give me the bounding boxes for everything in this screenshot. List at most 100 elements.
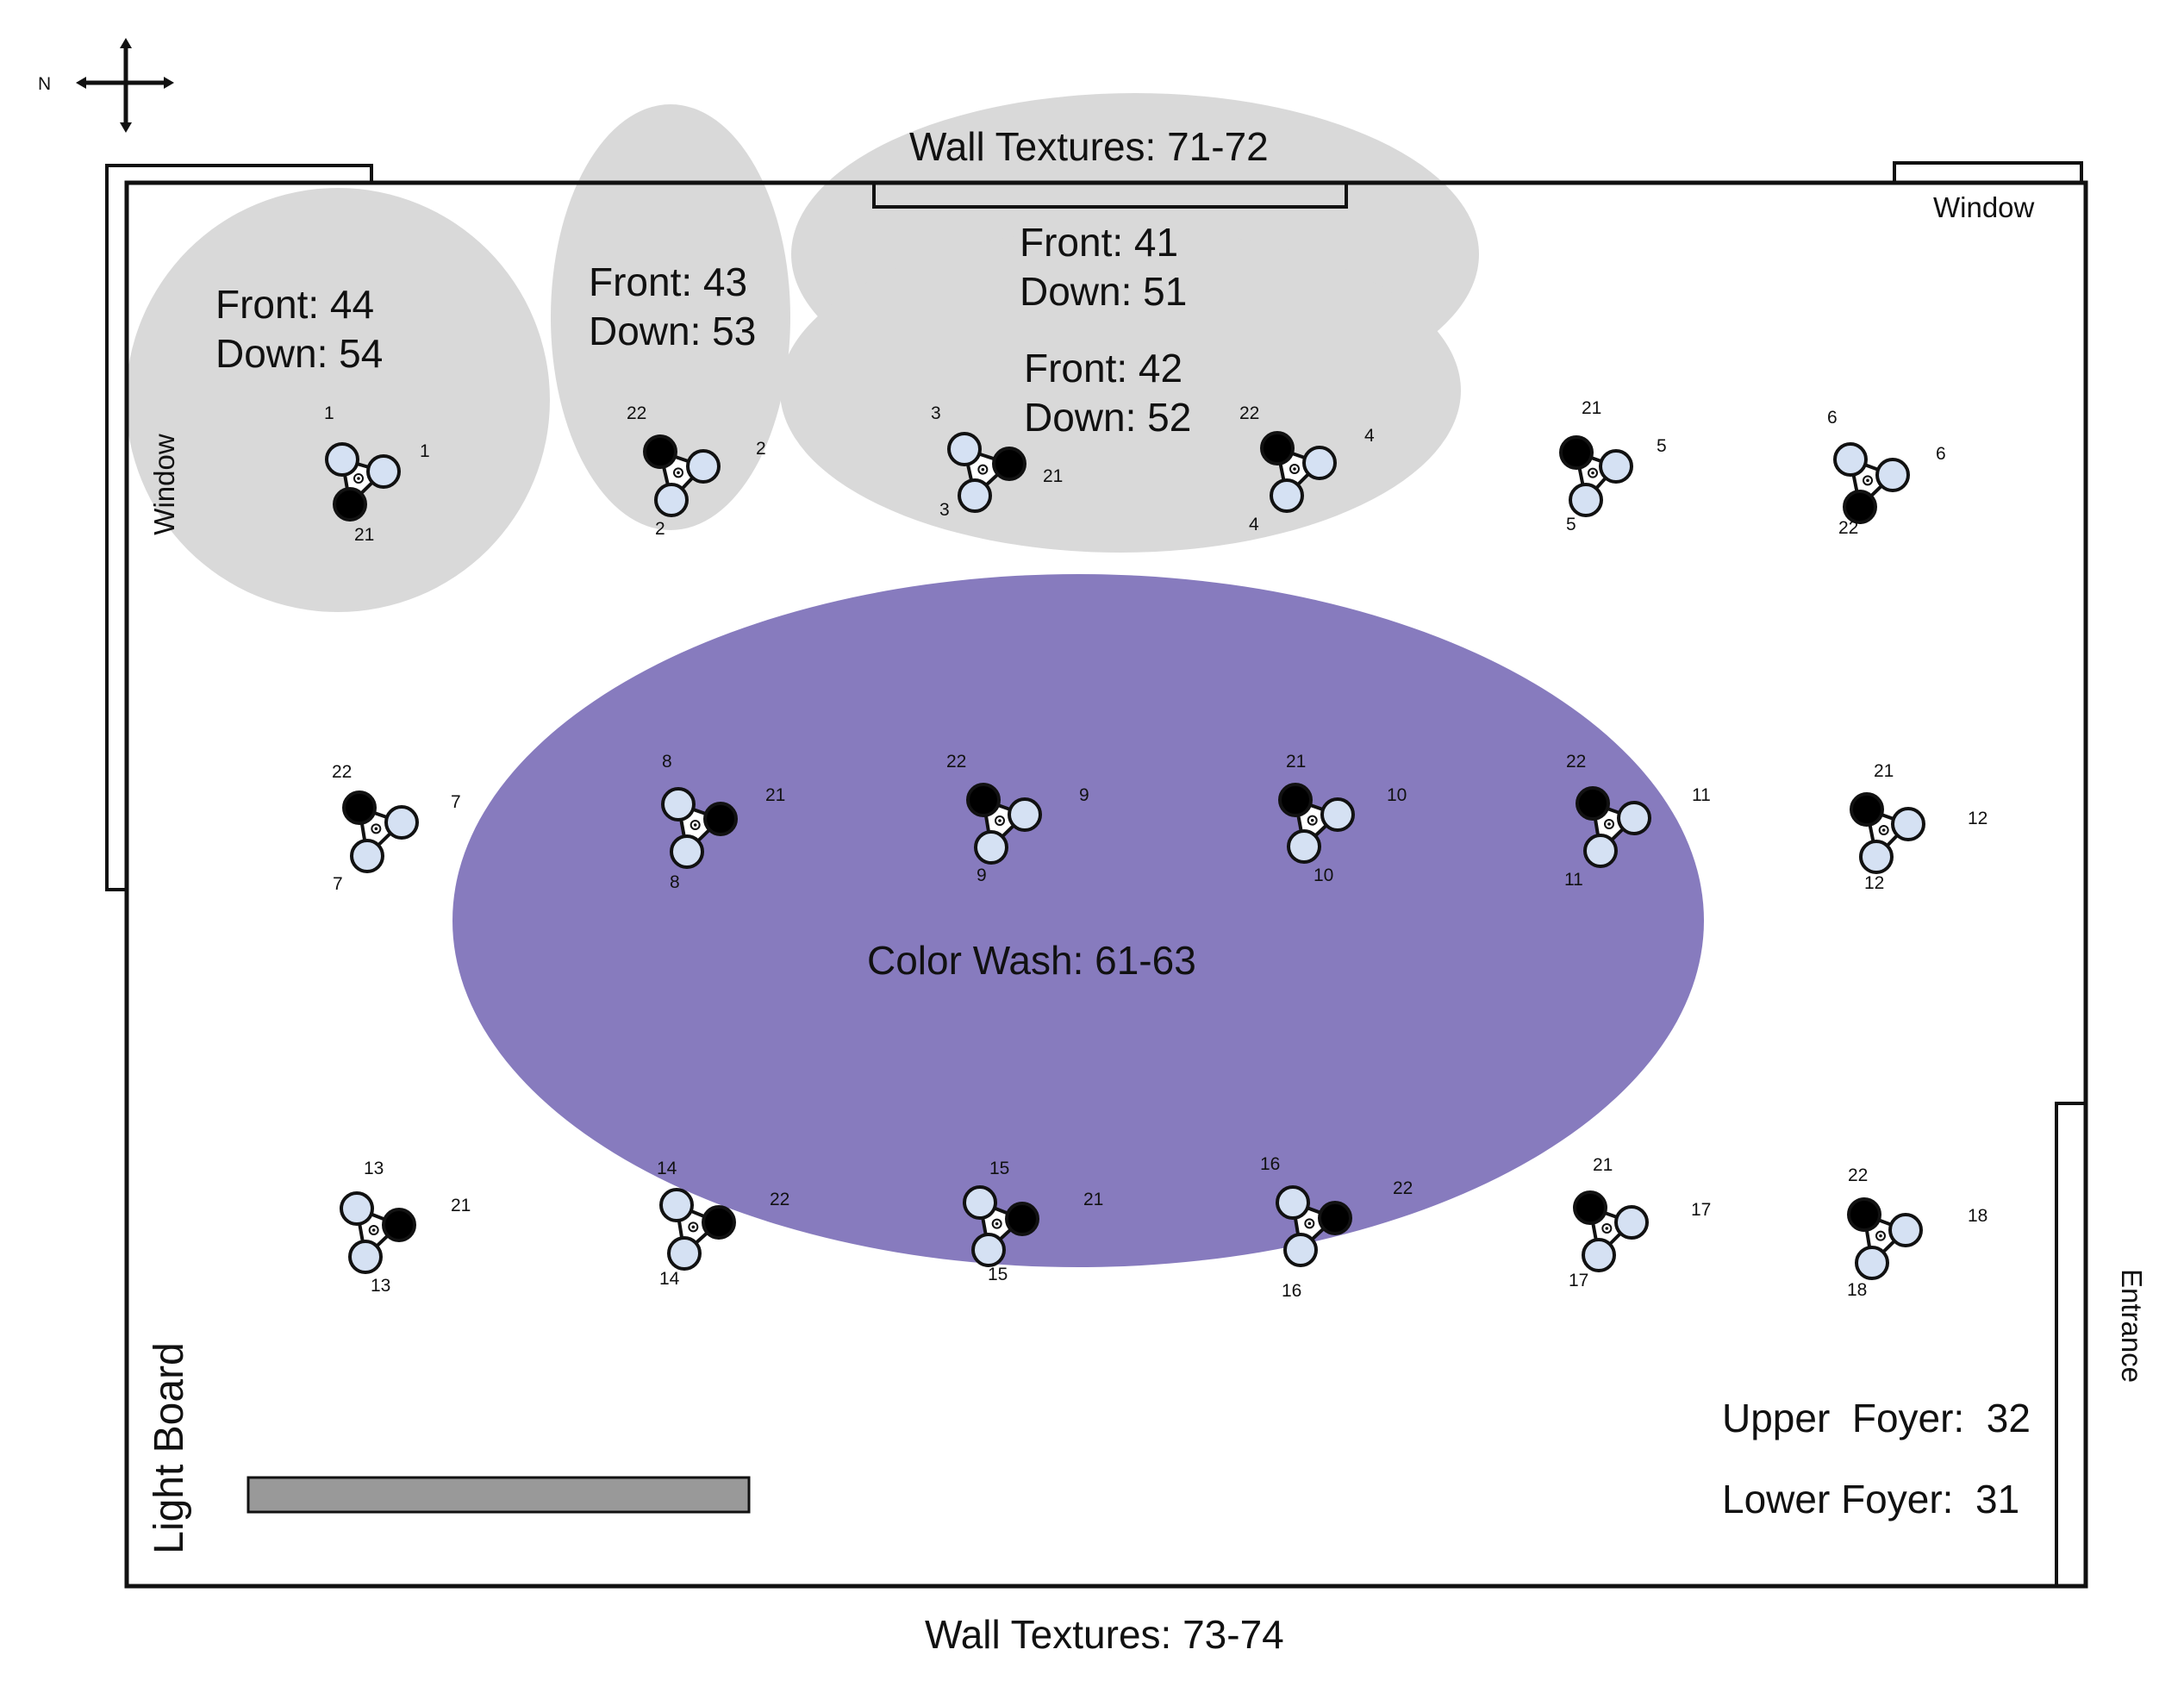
fixture-label: 9 bbox=[1079, 785, 1089, 805]
fixture-label: 3 bbox=[939, 500, 950, 520]
lamp bbox=[325, 442, 359, 477]
wall-textures-top-bar bbox=[872, 181, 1348, 209]
color-wash-label: Color Wash: 61-63 bbox=[867, 938, 1196, 983]
zone-41-down-label: Down: 51 bbox=[1020, 269, 1187, 314]
lamp-active bbox=[1559, 435, 1594, 470]
window-left-frame bbox=[105, 164, 373, 891]
zone-43-front-label: Front: 43 bbox=[589, 259, 747, 304]
fixture-label: 11 bbox=[1692, 785, 1711, 805]
zone-43-down-label: Down: 53 bbox=[589, 309, 756, 353]
lamp-active bbox=[1278, 783, 1313, 817]
fixture-label: 18 bbox=[1968, 1206, 1987, 1226]
lamp bbox=[1287, 829, 1321, 864]
fixture-center-dot bbox=[1293, 467, 1296, 471]
fixture-17: 21 17 17 bbox=[1569, 1155, 1711, 1290]
zone-44-front-label: Front: 44 bbox=[215, 282, 374, 327]
lamp bbox=[974, 830, 1008, 865]
zone-42-down-label: Down: 52 bbox=[1024, 395, 1191, 440]
fixture-label: 7 bbox=[333, 874, 343, 894]
lamp-active bbox=[992, 447, 1026, 481]
fixture-label: 21 bbox=[1083, 1190, 1103, 1209]
fixture-center-dot bbox=[693, 823, 697, 827]
lamp-active bbox=[643, 434, 677, 469]
fixture-label: 5 bbox=[1657, 436, 1667, 456]
entrance-label: Entrance bbox=[2116, 1269, 2148, 1383]
fixture-label: 22 bbox=[627, 403, 646, 423]
fixture-label: 12 bbox=[1864, 873, 1884, 893]
lamp-active bbox=[1005, 1202, 1039, 1236]
lamp-active bbox=[1318, 1201, 1352, 1235]
lamp bbox=[1276, 1185, 1310, 1220]
fixture-label: 15 bbox=[989, 1159, 1009, 1178]
lamp bbox=[670, 834, 704, 869]
fixture-label: 22 bbox=[1239, 403, 1259, 423]
lamp bbox=[1008, 797, 1042, 832]
fixture-center-dot bbox=[1866, 478, 1869, 483]
lamp bbox=[340, 1191, 374, 1226]
fixture-center-dot bbox=[995, 1222, 999, 1226]
fixture-label: 13 bbox=[371, 1276, 390, 1296]
fixture-label: 12 bbox=[1968, 809, 1987, 828]
fixture-center-dot bbox=[371, 1228, 376, 1232]
fixture-16: 16 22 16 bbox=[1260, 1154, 1413, 1301]
fixture-label: 2 bbox=[756, 439, 766, 459]
lamp bbox=[971, 1233, 1006, 1267]
fixture-1: 1 1 21 bbox=[324, 403, 430, 545]
fixture-label: 14 bbox=[657, 1159, 677, 1178]
fixture-label: 1 bbox=[420, 441, 430, 461]
fixture-label: 21 bbox=[1874, 761, 1894, 781]
lamp bbox=[1833, 442, 1868, 477]
fixture-label: 11 bbox=[1564, 870, 1583, 890]
fixture-10: 21 10 10 bbox=[1278, 752, 1407, 885]
window-top-right-label: Window bbox=[1933, 191, 2035, 223]
fixture-8: 8 21 8 bbox=[661, 752, 785, 892]
fixture-label: 10 bbox=[1314, 865, 1333, 885]
fixture-18: 22 18 18 bbox=[1847, 1165, 1987, 1300]
lamp-active bbox=[1850, 792, 1884, 827]
fixture-center-dot bbox=[374, 827, 378, 831]
fixture-label: 8 bbox=[670, 872, 680, 892]
fixture-center-dot bbox=[1591, 471, 1594, 475]
lamp bbox=[1614, 1205, 1649, 1240]
lamp bbox=[1891, 807, 1925, 841]
fixture-label: 4 bbox=[1249, 515, 1259, 534]
fixture-label: 5 bbox=[1566, 515, 1576, 534]
lamp bbox=[1582, 1238, 1616, 1272]
lamp-active bbox=[382, 1208, 416, 1242]
lamp-active bbox=[1573, 1190, 1607, 1225]
fixture-label: 16 bbox=[1260, 1154, 1280, 1174]
fixture-label: 2 bbox=[655, 519, 665, 539]
fixture-label: 21 bbox=[1286, 752, 1306, 772]
fixture-3: 3 21 3 bbox=[931, 403, 1063, 520]
fixture-11: 22 11 11 bbox=[1564, 752, 1711, 890]
fixture-label: 22 bbox=[1848, 1165, 1868, 1185]
lamp bbox=[366, 454, 401, 489]
fixture-center-dot bbox=[1879, 1234, 1882, 1238]
lamp-active bbox=[966, 783, 1001, 817]
zone-44-area bbox=[126, 188, 550, 612]
fixture-label: 6 bbox=[1936, 444, 1946, 464]
lamp bbox=[1283, 1233, 1318, 1267]
lamp bbox=[1888, 1213, 1923, 1247]
fixture-4: 22 4 4 bbox=[1239, 403, 1375, 534]
window-top-right-frame bbox=[1893, 161, 2083, 183]
lamp-active bbox=[703, 802, 738, 836]
fixture-label: 3 bbox=[931, 403, 941, 423]
lamp bbox=[1599, 449, 1633, 484]
lamp bbox=[667, 1236, 702, 1271]
fixture-center-dot bbox=[1881, 828, 1886, 832]
fixture-center-dot bbox=[1310, 818, 1314, 822]
fixture-label: 10 bbox=[1387, 785, 1407, 805]
fixture-label: 9 bbox=[977, 865, 987, 885]
lamp bbox=[384, 805, 419, 840]
lamp bbox=[686, 449, 721, 484]
fixture-label: 18 bbox=[1847, 1280, 1867, 1300]
upper-foyer-label: Upper Foyer: 32 bbox=[1722, 1396, 2031, 1440]
lamp-active bbox=[333, 487, 367, 522]
fixture-label: 21 bbox=[354, 525, 374, 545]
fixture-label: 22 bbox=[1393, 1178, 1413, 1198]
fixture-center-dot bbox=[677, 471, 680, 475]
fixture-center-dot bbox=[1607, 822, 1611, 826]
